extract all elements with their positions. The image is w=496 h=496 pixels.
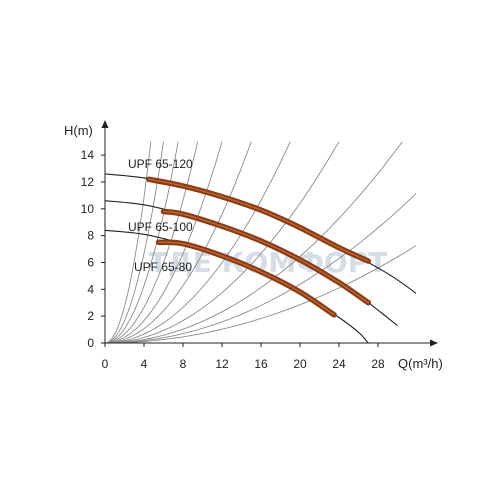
x-tick-label-20: 20	[293, 357, 307, 371]
series-3-operating-band-highlight	[157, 241, 335, 316]
y-axis-label: H(m)	[64, 123, 93, 138]
y-tick-label-2: 2	[87, 309, 94, 323]
system-curves	[105, 141, 416, 343]
y-tick-label-8: 8	[87, 229, 94, 243]
system-curve-5	[105, 141, 223, 343]
y-tick-label-14: 14	[81, 148, 95, 162]
series-2-operating-band-highlight	[162, 210, 369, 304]
x-axis-arrow	[430, 339, 438, 347]
system-curve-2	[105, 141, 164, 343]
system-curve-3	[105, 141, 179, 343]
system-curve-4	[105, 141, 199, 343]
y-axis-arrow	[101, 120, 109, 128]
system-curve-7	[105, 141, 291, 343]
x-tick-label-4: 4	[141, 357, 148, 371]
system-curve-9	[105, 141, 403, 343]
x-tick-label-16: 16	[254, 357, 268, 371]
x-axis-label: Q(m³/h)	[398, 356, 443, 371]
series-1-operating-band-highlight	[148, 178, 369, 262]
series-1-label: UPF 65-120	[128, 157, 193, 171]
x-tick-label-28: 28	[371, 357, 385, 371]
x-tick-label-0: 0	[102, 357, 109, 371]
y-tick-label-12: 12	[81, 175, 95, 189]
y-tick-label-0: 0	[87, 336, 94, 350]
x-tick-label-8: 8	[180, 357, 187, 371]
series-1-curve	[105, 173, 416, 294]
series-2-label: UPF 65-100	[128, 220, 193, 234]
y-tick-label-4: 4	[87, 282, 94, 296]
system-curve-10	[105, 193, 416, 343]
y-tick-label-10: 10	[81, 202, 95, 216]
system-curve-11	[105, 245, 416, 343]
operating-bands	[146, 176, 372, 318]
x-tick-label-24: 24	[332, 357, 346, 371]
series-labels: UPF 65-120 UPF 65-100 UPF 65-80	[128, 157, 193, 274]
y-tick-label-6: 6	[87, 255, 94, 269]
system-curve-6	[105, 141, 252, 343]
x-tick-label-12: 12	[215, 357, 229, 371]
axes: H(m) Q(m³/h)	[64, 120, 443, 371]
series-3-label: UPF 65-80	[134, 260, 192, 274]
system-curve-1	[105, 141, 152, 343]
system-curve-8	[105, 141, 340, 343]
